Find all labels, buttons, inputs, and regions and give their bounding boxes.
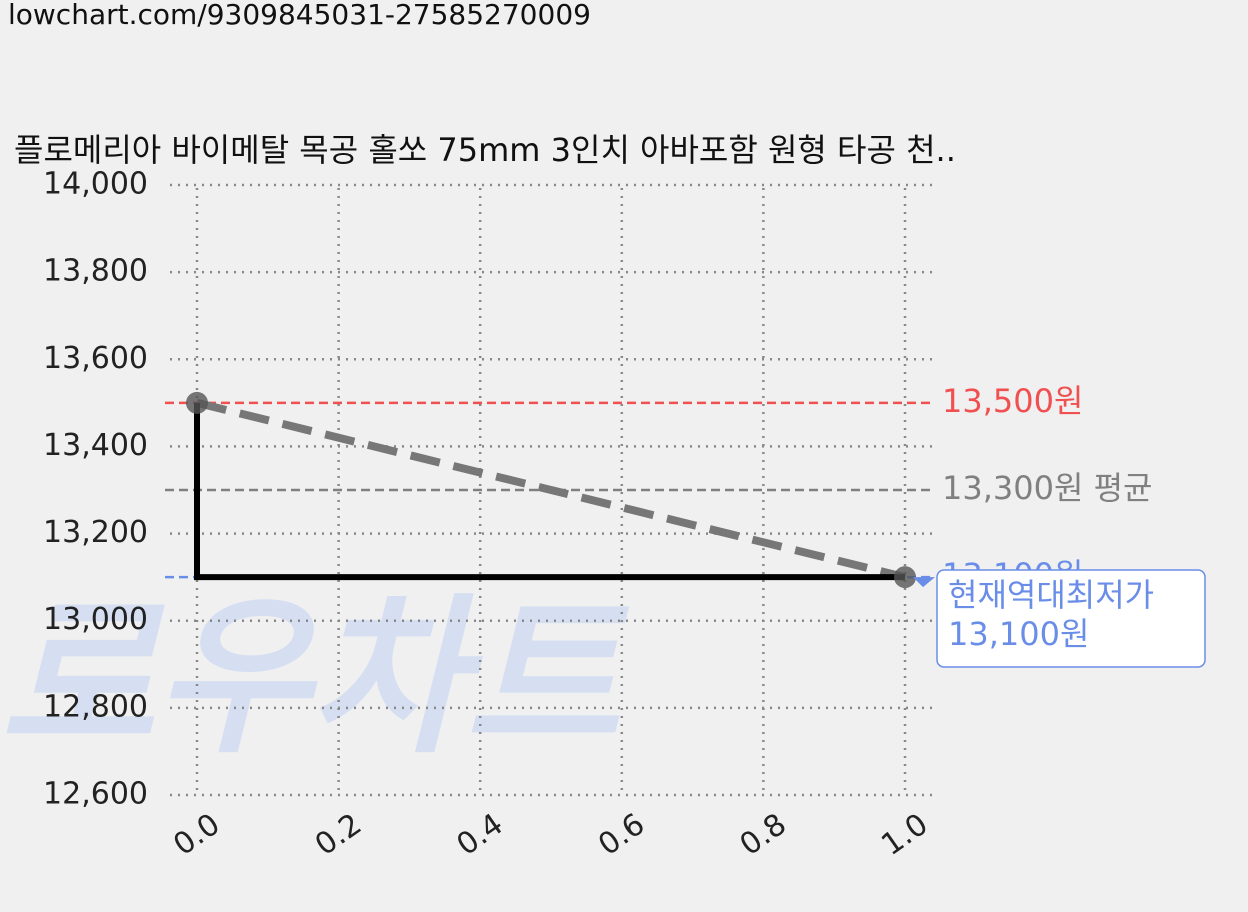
annotation-arrow [913,577,935,588]
point-marker [186,391,208,414]
series-line [196,398,906,582]
y-tick-label: 12,600 [43,777,148,812]
annotation-box [936,569,1206,668]
y-tick-label: 13,600 [43,341,148,376]
reference-label: 13,300원 평균 [942,469,1152,507]
x-tick-label: 0.2 [309,807,368,863]
y-tick-label: 13,000 [43,602,148,637]
y-tick-label: 13,800 [43,254,148,289]
y-tick-label: 13,400 [43,428,148,463]
y-tick-label: 12,800 [43,689,148,724]
annotation-text: 현재역대최저가 [948,576,1154,614]
x-tick-label: 1.0 [875,807,934,863]
x-tick-label: 0.0 [167,807,226,863]
watermark: 로우차트 [0,579,630,777]
url: lowchart.com/9309845031-27585270009 [8,0,591,31]
point-marker [894,566,916,589]
y-tick-label: 14,000 [43,167,148,202]
chart-title: 플로메리아 바이메탈 목공 홀쏘 75mm 3인치 아바포함 원형 타공 천.. [14,131,956,169]
y-tick-label: 13,200 [43,515,148,550]
annotation-text: 13,100원 [948,615,1089,653]
x-tick-label: 0.6 [592,807,651,863]
x-tick-label: 0.8 [734,807,793,863]
reference-label: 13,500원 [942,382,1083,420]
x-tick-label: 0.4 [450,807,509,863]
series-line [194,402,905,581]
